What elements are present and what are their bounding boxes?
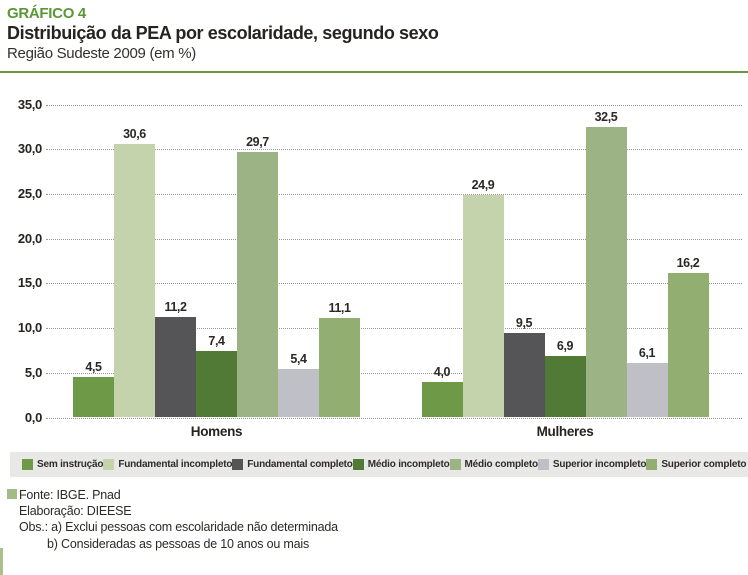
bar-value-label: 30,6 <box>123 126 146 141</box>
bar-value-label: 11,1 <box>328 301 351 316</box>
bar <box>421 381 463 418</box>
bar-value-label: 16,2 <box>676 255 700 270</box>
page-edge-accent <box>0 548 3 575</box>
legend-swatch-icon <box>449 459 461 470</box>
legend-label: Médio completo <box>464 459 539 470</box>
gridline <box>46 372 742 374</box>
legend-swatch-icon <box>537 459 549 470</box>
gridline <box>46 104 742 106</box>
chart-kicker: GRÁFICO 4 <box>7 5 86 22</box>
gridline <box>46 417 742 419</box>
legend-label: Superior completo <box>661 459 747 470</box>
legend-label: Fundamental completo <box>247 459 353 470</box>
bar-value-label: 24,9 <box>471 177 495 192</box>
legend-label: Sem instrução <box>37 459 104 470</box>
legend-swatch-icon <box>103 459 115 470</box>
y-axis-tick-label: 25,0 <box>17 185 42 201</box>
x-axis-category-label: Mulheres <box>536 423 594 439</box>
bar-value-label: 5,4 <box>290 352 307 367</box>
gridline <box>46 283 742 285</box>
legend-item: Fundamental completo <box>232 459 353 470</box>
bar-value-label: 11,2 <box>164 300 187 315</box>
legend-item: Médio completo <box>449 459 539 470</box>
footer-source: Fonte: IBGE. Pnad <box>19 488 121 502</box>
bar <box>319 318 360 418</box>
bar <box>667 272 709 418</box>
legend-item: Sem instrução <box>22 459 104 470</box>
chart-subtitle: Região Sudeste 2009 (em %) <box>7 45 196 62</box>
y-axis-tick-label: 5,0 <box>24 364 42 380</box>
y-axis-tick-label: 0,0 <box>24 409 42 425</box>
legend-label: Fundamental incompleto <box>118 459 233 470</box>
chart-footer: Fonte: IBGE. Pnad Elaboração: DIEESE Obs… <box>7 487 338 552</box>
bar <box>585 126 627 418</box>
bar-value-label: 29,7 <box>246 134 269 149</box>
bar-value-label: 4,5 <box>85 360 102 375</box>
y-axis-tick-label: 15,0 <box>17 275 42 291</box>
gridline <box>46 193 742 195</box>
bar <box>155 317 196 418</box>
legend-item: Superior completo <box>646 459 746 470</box>
bar <box>237 151 278 418</box>
legend-swatch-icon <box>646 459 658 470</box>
bar <box>114 143 155 418</box>
legend-item: Superior incompleto <box>537 459 647 470</box>
bar <box>626 362 668 418</box>
bar <box>196 351 237 418</box>
bar-value-label: 9,5 <box>515 315 533 330</box>
source-marker-icon <box>7 489 17 499</box>
bar <box>278 369 319 418</box>
header-rule <box>0 71 748 73</box>
gridline <box>46 328 742 330</box>
x-axis-category-label: Homens <box>190 423 243 439</box>
footer-note-b: b) Consideradas as pessoas de 10 anos ou… <box>47 536 309 551</box>
footer-elaboration: Elaboração: DIEESE <box>19 504 132 519</box>
bar-value-label: 6,1 <box>638 345 656 360</box>
footer-note-a: Obs.: a) Exclui pessoas com escolaridade… <box>19 520 338 535</box>
legend-swatch-icon <box>22 459 33 470</box>
legend-swatch-icon <box>352 459 364 470</box>
bar-value-label: 4,0 <box>433 364 451 379</box>
y-axis-tick-label: 10,0 <box>17 320 42 336</box>
bar-value-label: 32,5 <box>594 109 618 124</box>
gridline <box>46 149 742 151</box>
legend-item: Fundamental incompleto <box>103 459 232 470</box>
chart-title: Distribuição da PEA por escolaridade, se… <box>7 23 439 43</box>
bar <box>73 377 114 418</box>
legend-label: Médio incompleto <box>367 459 450 470</box>
bar <box>462 194 504 418</box>
y-axis-tick-label: 30,0 <box>17 141 42 157</box>
bar <box>503 332 545 418</box>
legend-label: Superior incompleto <box>552 459 647 470</box>
bar <box>544 355 586 418</box>
legend-swatch-icon <box>232 459 244 470</box>
legend-item: Médio incompleto <box>352 459 450 470</box>
y-axis-tick-label: 20,0 <box>17 230 42 246</box>
footer-lines: Fonte: IBGE. Pnad Elaboração: DIEESE Obs… <box>19 487 338 552</box>
bar-value-label: 7,4 <box>208 334 225 349</box>
chart-legend: Sem instrução Fundamental incompleto Funda… <box>10 452 748 477</box>
bar-value-label: 6,9 <box>556 338 574 353</box>
gridline <box>46 238 742 240</box>
y-axis-tick-label: 35,0 <box>17 96 42 112</box>
